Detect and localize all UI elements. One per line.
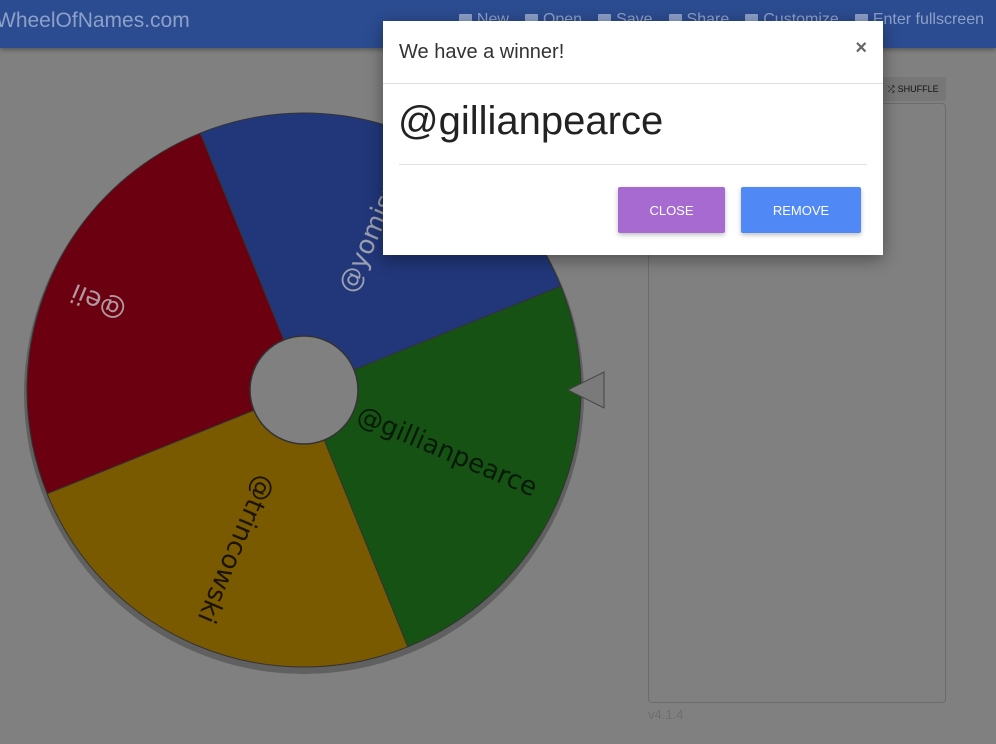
version-label: v4.1.4 (648, 707, 684, 722)
pointer-arrow-icon (566, 371, 605, 409)
shuffle-icon: ⤮ (887, 83, 895, 94)
close-button[interactable]: CLOSE (618, 187, 725, 233)
close-icon[interactable]: × (855, 37, 867, 59)
wheel-segment[interactable] (46, 389, 409, 668)
divider (383, 83, 883, 84)
shuffle-button[interactable]: ⤮ SHUFFLE (880, 77, 946, 101)
wheel-segment[interactable] (26, 132, 305, 495)
dialog-title: We have a winner! (399, 41, 565, 63)
wheel-segment[interactable] (303, 285, 582, 648)
winner-dialog: We have a winner! × @gillianpearce CLOSE… (383, 21, 883, 255)
brand-logo[interactable]: WheelOfNames.com (0, 9, 190, 32)
wheel-hub[interactable] (249, 335, 359, 445)
winner-name: @gillianpearce (398, 99, 664, 143)
remove-button[interactable]: REMOVE (741, 187, 861, 233)
divider (399, 164, 867, 165)
